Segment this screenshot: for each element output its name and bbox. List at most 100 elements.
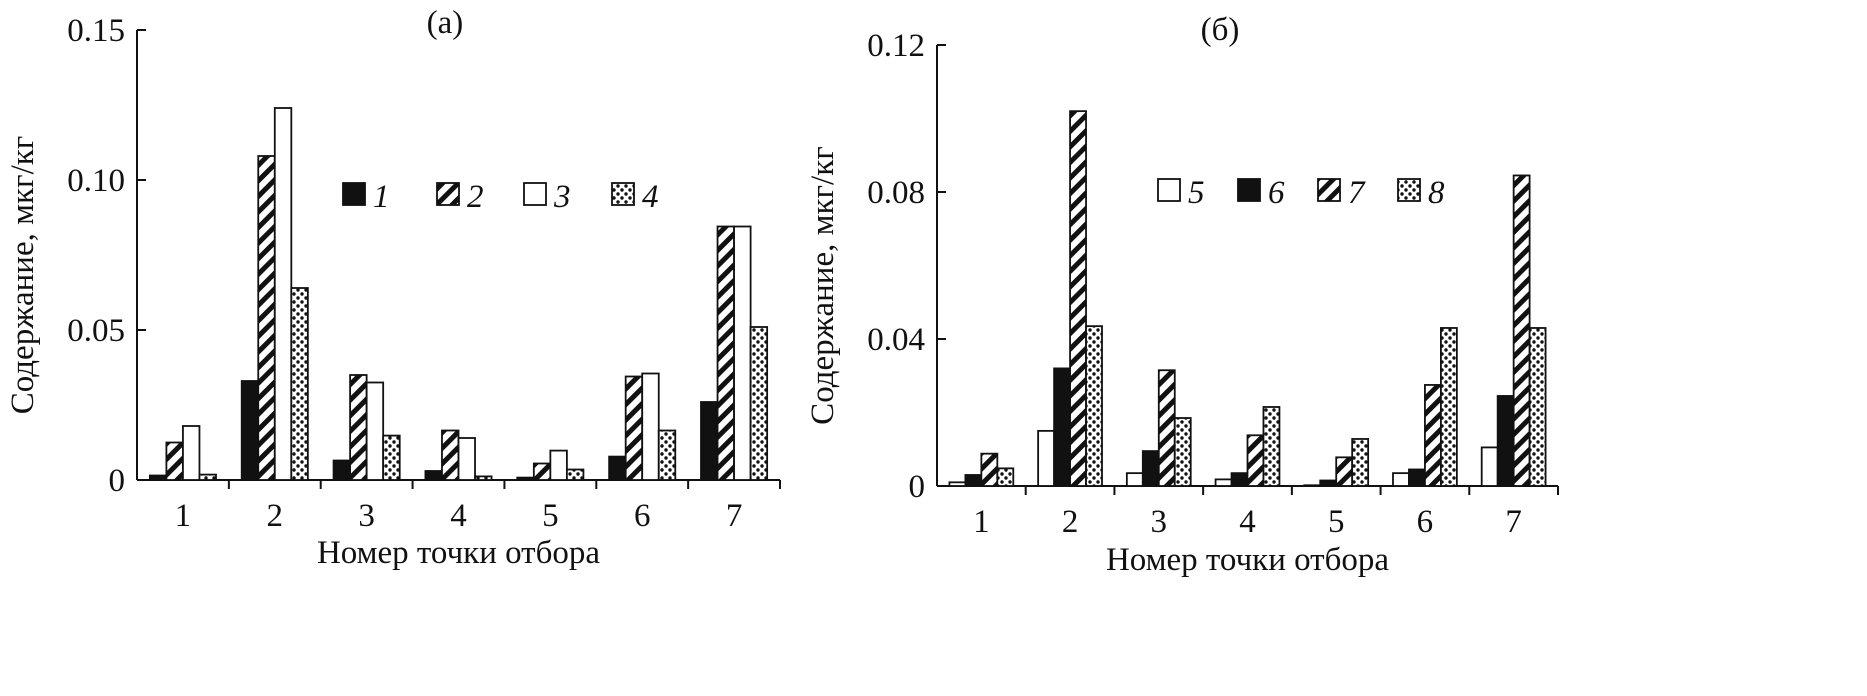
bar-series-7-point-1 <box>980 452 999 487</box>
bar-series-2-point-5 <box>532 462 552 481</box>
x-tick-label: 3 <box>1151 504 1168 540</box>
bar-series-3-point-3 <box>365 381 385 481</box>
legend-swatch-2 <box>436 182 460 206</box>
bar-series-6-point-2 <box>1053 367 1071 487</box>
bar-series-6-point-4 <box>1230 472 1249 487</box>
bar-series-3-point-2 <box>273 107 293 481</box>
bar-series-2-point-7 <box>716 225 735 481</box>
bar-series-8-point-7 <box>1528 327 1547 487</box>
y-axis-label: Содержание, мкг/кг <box>805 146 841 425</box>
chart-panel-2: 0 0.04 0.08 0.12 1 2 3 4 5 6 7 (б) Номер точки отбор… <box>805 12 1559 578</box>
x-tick-label: 7 <box>726 498 743 534</box>
bar-series-2-point-4 <box>441 429 460 481</box>
bar-series-2-point-3 <box>349 374 368 481</box>
bar-series-5-point-2 <box>1037 429 1056 487</box>
bar-series-3-point-1 <box>182 425 201 481</box>
bar-series-5-point-7 <box>1480 446 1499 487</box>
bar-series-6-point-5 <box>1319 479 1338 487</box>
legend-label-1: 1 <box>373 179 390 215</box>
bar-series-1-point-3 <box>332 459 352 481</box>
bar-series-6-point-1 <box>964 474 983 487</box>
legend: 1 2 3 4 <box>342 179 659 215</box>
bar-series-6-point-6 <box>1408 468 1426 487</box>
chart-panel-1: 0 0.05 0.10 0.15 1 2 3 4 5 6 7 (а) Номер точки отбор… <box>5 5 781 571</box>
y-tick-label: 0.04 <box>867 322 925 358</box>
bar-series-7-point-3 <box>1157 369 1176 487</box>
bar-series-4-point-6 <box>657 429 677 481</box>
bar-series-3-point-4 <box>457 437 476 481</box>
bar-series-2-point-2 <box>257 155 276 481</box>
bar-series-8-point-2 <box>1085 325 1103 487</box>
y-tick-label: 0 <box>909 469 926 505</box>
legend-label-2: 2 <box>467 179 484 215</box>
y-tick-label: 0 <box>109 463 126 499</box>
bar-series-5-point-3 <box>1125 472 1144 487</box>
bar-series-3-point-7 <box>733 225 752 481</box>
bar-series-3-point-6 <box>641 372 660 481</box>
x-tick-label: 2 <box>1062 504 1079 540</box>
bar-series-5-point-6 <box>1392 472 1410 487</box>
legend-swatch-6 <box>1237 178 1261 202</box>
y-tick-label: 0.15 <box>67 13 125 49</box>
bar-series-1-point-2 <box>240 380 260 481</box>
x-tick-label: 6 <box>1417 504 1434 540</box>
x-tick-label: 5 <box>542 498 559 534</box>
y-tick-label: 0.12 <box>867 28 925 64</box>
chart-title: (а) <box>427 5 464 41</box>
bar-series-5-point-4 <box>1214 478 1233 487</box>
bar-series-7-point-4 <box>1246 434 1265 487</box>
legend-swatch-8 <box>1397 178 1421 202</box>
x-tick-label: 7 <box>1505 504 1522 540</box>
bar-series-7-point-6 <box>1424 384 1442 487</box>
legend: 5 6 7 8 <box>1157 175 1445 211</box>
x-tick-label: 2 <box>267 498 284 534</box>
legend-swatch-7 <box>1317 178 1341 202</box>
bar-series-8-point-6 <box>1439 327 1458 487</box>
legend-swatch-3 <box>523 182 547 206</box>
bar-series-4-point-3 <box>382 434 401 481</box>
bar-series-8-point-1 <box>996 467 1015 487</box>
bar-series-1-point-4 <box>424 470 443 481</box>
x-tick-label: 6 <box>634 498 651 534</box>
bar-series-6-point-3 <box>1141 450 1160 487</box>
legend-label-8: 8 <box>1428 175 1445 211</box>
legend-swatch-5 <box>1157 178 1181 202</box>
x-tick-label: 4 <box>1239 504 1256 540</box>
bar-series-8-point-5 <box>1351 438 1370 487</box>
legend-label-6: 6 <box>1268 175 1285 211</box>
bar-series-4-point-2 <box>290 287 309 481</box>
x-tick-label: 3 <box>358 498 375 534</box>
bar-series-4-point-5 <box>565 468 585 481</box>
bar-series-1-point-7 <box>700 401 719 481</box>
bar-series-2-point-1 <box>165 441 184 481</box>
x-axis-label: Номер точки отбора <box>1106 542 1389 578</box>
legend-swatch-1 <box>342 182 366 206</box>
y-tick-label: 0.05 <box>67 313 125 349</box>
bar-series-4-point-1 <box>198 473 217 481</box>
bar-series-7-point-5 <box>1335 456 1354 487</box>
bar-series-1-point-5 <box>516 476 535 481</box>
chart-title: (б) <box>1201 12 1240 48</box>
bar-series-3-point-5 <box>549 449 568 481</box>
bar-series-1-point-1 <box>148 474 168 481</box>
bar-series-8-point-3 <box>1173 417 1192 487</box>
x-tick-label: 1 <box>175 498 192 534</box>
bar-series-5-point-1 <box>948 481 967 487</box>
bar-series-5-point-5 <box>1303 484 1322 487</box>
x-axis-label: Номер точки отбора <box>317 535 600 571</box>
legend-label-5: 5 <box>1188 175 1205 211</box>
bar-series-4-point-7 <box>749 326 769 481</box>
bar-series-8-point-4 <box>1262 406 1281 487</box>
bar-series-4-point-4 <box>474 475 493 481</box>
legend-label-3: 3 <box>553 179 571 215</box>
x-tick-label: 4 <box>450 498 467 534</box>
bar-series-7-point-2 <box>1069 110 1087 487</box>
bar-series-2-point-6 <box>624 375 644 481</box>
y-tick-label: 0.08 <box>867 175 925 211</box>
x-tick-label: 1 <box>973 504 990 540</box>
bar-series-1-point-6 <box>608 455 627 481</box>
y-axis-label: Содержание, мкг/кг <box>5 136 41 415</box>
bar-series-6-point-7 <box>1496 395 1515 487</box>
